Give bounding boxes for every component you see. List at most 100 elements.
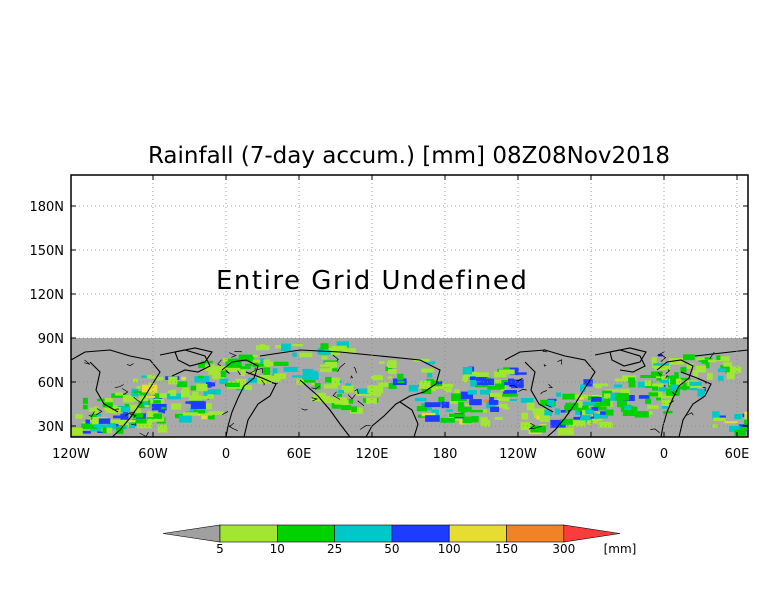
border-line: [659, 353, 667, 362]
rain-cell: [661, 405, 668, 409]
rain-cell: [532, 408, 548, 414]
coastline: [504, 349, 596, 437]
rain-cell: [486, 401, 496, 409]
rain-cell: [712, 411, 720, 419]
rain-cell: [526, 402, 535, 411]
rain-cell: [245, 363, 252, 367]
rain-cell: [628, 377, 636, 383]
rain-cell: [90, 413, 97, 420]
rain-cell: [122, 394, 135, 403]
rain-cell: [550, 419, 566, 428]
rain-cell: [752, 430, 764, 437]
colorbar-low-arrow: [162, 524, 221, 543]
rain-cell: [366, 397, 377, 404]
rain-cell: [640, 375, 656, 379]
rain-cell: [620, 388, 630, 397]
coastline: [694, 349, 748, 357]
rain-cell: [490, 406, 499, 412]
rain-cell: [115, 392, 123, 396]
rain-cell: [425, 415, 440, 422]
rain-cell: [113, 415, 125, 419]
coastline: [71, 349, 161, 437]
rain-cell: [488, 400, 499, 405]
rain-cell: [110, 423, 116, 428]
rain-cell: [332, 368, 338, 372]
rain-cell: [475, 385, 487, 388]
rain-cell: [702, 359, 717, 363]
rain-cell: [434, 381, 443, 385]
rain-cell: [520, 422, 532, 431]
border-line: [234, 350, 242, 353]
rain-cell: [465, 403, 470, 407]
rain-cell: [313, 392, 326, 401]
lon-tick-label: 60W: [138, 447, 168, 462]
rain-cell: [302, 368, 314, 372]
rain-cell: [198, 375, 204, 379]
rain-cell: [744, 419, 748, 425]
rain-cell: [674, 372, 679, 378]
rain-cell: [569, 420, 586, 427]
rain-cell: [166, 393, 181, 400]
rain-cell: [370, 375, 383, 380]
rain-cell: [159, 393, 175, 398]
rain-cell: [615, 393, 629, 401]
colorbar-segment: [448, 524, 507, 543]
rain-cell: [415, 397, 427, 402]
rain-cell: [259, 358, 265, 367]
rain-cell: [580, 415, 591, 421]
lon-tick-label: 0: [222, 447, 230, 462]
rain-cell: [203, 389, 212, 396]
border-line: [665, 375, 669, 379]
border-line: [257, 367, 263, 374]
rain-cell: [579, 397, 584, 400]
rain-cell: [334, 397, 348, 405]
coastline: [89, 361, 119, 413]
rain-cell: [624, 407, 632, 410]
rain-cell: [367, 385, 384, 394]
rain-cell: [733, 426, 748, 431]
rain-cell: [648, 392, 659, 397]
rain-cell: [695, 365, 707, 373]
rain-cell: [158, 409, 165, 414]
rain-cell: [147, 411, 154, 418]
rain-cell: [692, 370, 699, 378]
rain-cell: [720, 365, 730, 371]
rain-cell: [557, 427, 574, 435]
rain-cell: [244, 385, 252, 391]
rain-cell: [633, 411, 648, 415]
rain-cell: [336, 341, 349, 348]
rain-cell: [446, 409, 453, 412]
rain-cell: [656, 378, 662, 381]
border-line: [542, 348, 548, 353]
colorbar-segment: [219, 524, 278, 543]
rain-cell: [134, 407, 141, 414]
rain-cell: [441, 401, 450, 409]
rain-cell: [145, 395, 157, 398]
rain-cell: [599, 398, 611, 407]
rain-cell: [494, 382, 505, 390]
rain-cell: [547, 399, 555, 408]
rain-cell: [503, 399, 517, 401]
rain-cell: [252, 359, 258, 367]
rain-cell: [746, 415, 748, 420]
border-line: [359, 425, 371, 430]
rain-cell: [144, 405, 150, 408]
colorbar-label: 300: [552, 542, 575, 556]
rain-cell: [562, 393, 575, 400]
rain-cell: [207, 382, 216, 387]
border-line: [115, 408, 119, 410]
rain-cell: [603, 393, 611, 398]
undefined-annotation: Entire Grid Undefined: [216, 266, 528, 296]
rain-cell: [298, 352, 313, 358]
lon-tick-label: 60E: [725, 447, 750, 462]
rain-cell: [220, 370, 227, 378]
border-line: [516, 378, 523, 382]
rain-cell: [141, 375, 147, 378]
border-line: [311, 385, 320, 390]
rain-cell: [208, 411, 224, 415]
rain-cell: [190, 401, 206, 409]
rain-cell: [496, 397, 510, 402]
rain-cell: [198, 362, 206, 369]
rain-cell: [238, 354, 253, 361]
border-line: [347, 394, 356, 400]
